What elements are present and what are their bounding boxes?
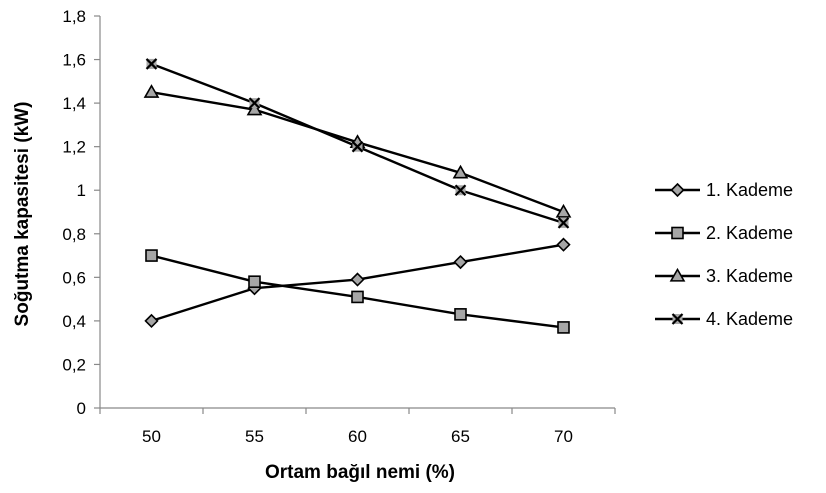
x-marker-stroke: [671, 313, 684, 325]
data-point: [145, 249, 158, 262]
data-point: [454, 308, 467, 321]
y-tick-label: 0,6: [62, 268, 86, 287]
legend-label: 3. Kademe: [706, 266, 793, 286]
legend-item: 4. Kademe: [655, 309, 793, 329]
y-tick-label: 0,4: [62, 312, 86, 331]
y-tick-label: 1,8: [62, 7, 86, 26]
x-tick-label: 60: [348, 427, 367, 446]
diamond-marker-shape: [453, 254, 468, 270]
y-tick-label: 1,4: [62, 94, 86, 113]
legend-item: 3. Kademe: [655, 266, 793, 286]
series-1: [144, 237, 571, 329]
series-layer: [143, 58, 572, 334]
y-axis-title: Soğutma kapasitesi (kW): [12, 102, 33, 327]
triangle-marker-shape: [669, 267, 686, 282]
y-tick-label: 0,8: [62, 225, 86, 244]
axes: 0 0,2 0,4 0,6 0,8 1 1,2 1,4 1,6 1,8 50 55 60 65 70: [62, 7, 616, 446]
data-point: [557, 321, 570, 334]
data-point: [351, 290, 364, 304]
x-marker-stroke: [454, 184, 467, 197]
data-point: [556, 237, 571, 252]
diamond-marker-shape: [670, 182, 685, 198]
triangle-marker-shape: [143, 84, 160, 98]
data-point: [555, 203, 572, 218]
diamond-marker-shape: [144, 313, 159, 329]
legend-label: 4. Kademe: [706, 309, 793, 329]
y-tick-label: 0: [77, 399, 86, 418]
data-point: [454, 184, 467, 197]
x-axis-title: Ortam bağıl nemi (%): [265, 462, 455, 483]
data-point: [350, 272, 365, 287]
data-point: [248, 275, 261, 288]
legend-item: 2. Kademe: [655, 223, 793, 243]
legend-marker: [671, 226, 684, 240]
x-tick-label: 50: [142, 427, 161, 446]
x-marker-stroke: [351, 140, 364, 153]
data-point: [144, 313, 159, 329]
data-point: [145, 58, 158, 70]
y-tick-label: 1,6: [62, 51, 86, 70]
data-point: [143, 84, 160, 98]
square-marker-shape: [557, 321, 570, 334]
data-point: [452, 164, 469, 179]
square-marker-shape: [248, 275, 261, 288]
legend-marker: [669, 267, 686, 282]
diamond-marker-shape: [556, 237, 571, 252]
x-marker-stroke: [145, 58, 158, 70]
series-2: [145, 249, 570, 334]
data-point: [557, 217, 570, 229]
square-marker-shape: [671, 226, 684, 240]
triangle-marker-shape: [246, 101, 263, 116]
legend-marker: [670, 182, 685, 198]
legend-label: 1. Kademe: [706, 180, 793, 200]
square-marker-shape: [145, 249, 158, 262]
x-marker-stroke: [248, 97, 261, 109]
square-marker-shape: [351, 290, 364, 304]
diamond-marker-shape: [350, 272, 365, 287]
data-point: [246, 101, 263, 116]
y-tick-label: 1,2: [62, 138, 86, 157]
data-point: [351, 140, 364, 153]
x-tick-label: 65: [451, 427, 470, 446]
x-marker-stroke: [557, 217, 570, 229]
data-point: [248, 97, 261, 109]
triangle-marker-shape: [452, 164, 469, 179]
legend-item: 1. Kademe: [655, 180, 793, 200]
series-line: [151, 91, 564, 214]
legend-marker: [671, 313, 684, 325]
y-tick-label: 0,2: [62, 355, 86, 374]
legend: 1. Kademe 2. Kademe 3. Kademe 4. Kademe: [655, 180, 793, 329]
x-tick-label: 55: [245, 427, 264, 446]
x-tick-label: 70: [554, 427, 573, 446]
triangle-marker-shape: [555, 203, 572, 218]
series-4: [145, 58, 570, 229]
legend-label: 2. Kademe: [706, 223, 793, 243]
data-point: [453, 254, 468, 270]
square-marker-shape: [454, 308, 467, 321]
y-tick-label: 1: [77, 181, 86, 200]
